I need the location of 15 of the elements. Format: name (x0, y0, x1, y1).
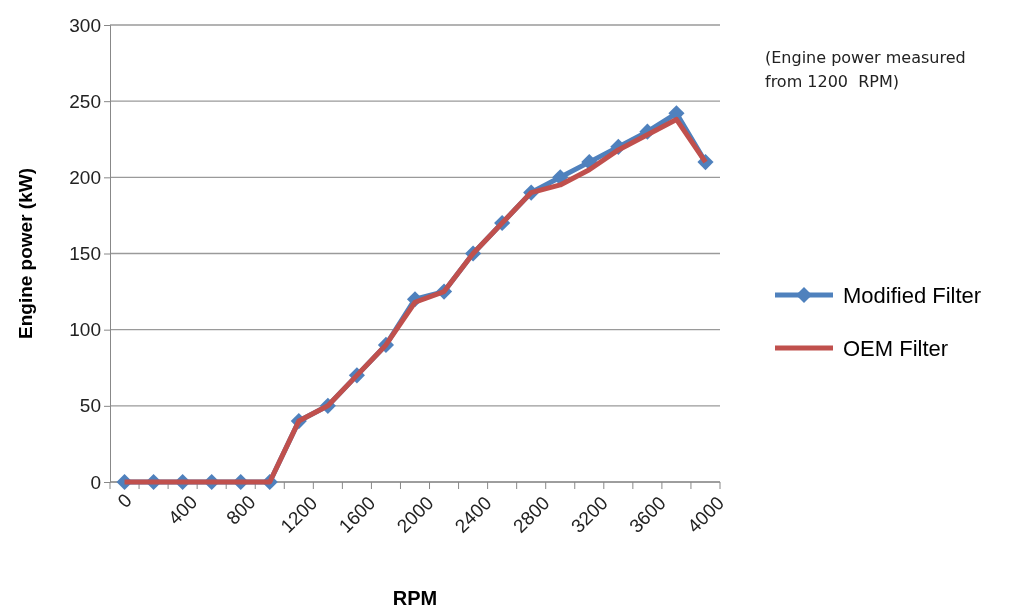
legend-label: Modified Filter (843, 282, 982, 308)
y-tick-label: 0 (90, 471, 101, 493)
x-axis-title: RPM (392, 587, 438, 609)
y-tick-label: 50 (79, 395, 101, 417)
x-tick-label: 400 (164, 491, 202, 529)
text: (Engine power measured from 1200 RPM) (765, 48, 966, 91)
y-tick-label: 250 (69, 90, 101, 112)
y-tick-label: 200 (69, 166, 101, 188)
x-tick-label: 0 (113, 489, 136, 512)
y-axis-title: Engine power (kW) (15, 168, 36, 339)
y-tick-label: 100 (69, 319, 101, 341)
x-tick-label: 800 (222, 491, 260, 529)
y-tick-label: 300 (69, 14, 101, 36)
legend-label: OEM Filter (843, 335, 949, 361)
y-tick-label: 150 (69, 243, 101, 265)
